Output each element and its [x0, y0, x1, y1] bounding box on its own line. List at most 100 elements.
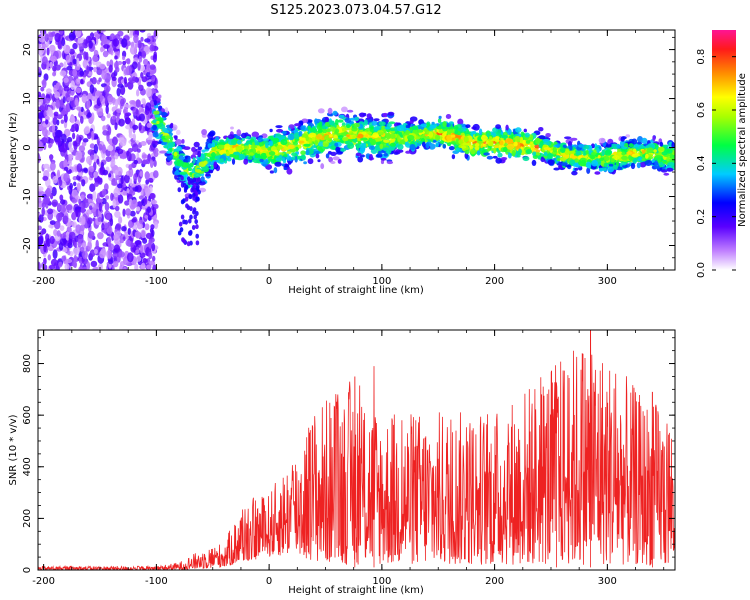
- heatmap-cell: [357, 156, 364, 163]
- heatmap-cell: [140, 141, 147, 146]
- heatmap-cell: [493, 146, 497, 154]
- heatmap-cell: [598, 167, 604, 172]
- heatmap-cell: [83, 126, 91, 135]
- heatmap-cell: [535, 152, 541, 156]
- heatmap-cell: [98, 77, 102, 82]
- snr-y-tick-label: 800: [22, 354, 33, 373]
- heatmap-cell: [375, 144, 381, 151]
- heatmap-cell: [153, 170, 159, 179]
- heatmap-cell: [80, 79, 84, 85]
- heatmap-cell: [75, 224, 82, 234]
- colorbar-tick-label: 0.6: [696, 102, 707, 118]
- heatmap-cell: [575, 150, 582, 156]
- heatmap-cell: [605, 144, 612, 148]
- heatmap-cell: [636, 162, 641, 169]
- heatmap-cell: [72, 176, 78, 181]
- heatmap-cell: [126, 66, 129, 76]
- heatmap-cell: [186, 241, 191, 247]
- heatmap-cell: [139, 245, 144, 254]
- heatmap-cell: [43, 196, 51, 205]
- heatmap-cell: [145, 187, 151, 197]
- colorbar-tick-label: 0.2: [696, 209, 707, 225]
- heatmap-cell: [152, 131, 159, 138]
- heatmap-cell: [59, 30, 64, 35]
- heatmap-cell: [283, 154, 288, 158]
- heatmap-cell: [238, 154, 246, 160]
- heatmap-cell: [192, 157, 196, 164]
- heatmap-cell: [371, 139, 376, 145]
- heatmap-cell: [409, 144, 416, 151]
- heatmap-cell: [132, 61, 138, 70]
- heatmap-cell: [57, 39, 62, 50]
- heatmap-cell: [659, 141, 664, 147]
- heatmap-cell: [197, 177, 201, 183]
- heatmap-cell: [96, 158, 100, 165]
- heatmap-cell: [86, 217, 93, 225]
- heatmap-cell: [495, 157, 503, 164]
- heatmap-cell: [230, 126, 234, 130]
- heatmap-cell: [236, 129, 242, 137]
- heatmap-cell: [131, 218, 137, 223]
- heatmap-cell: [72, 132, 76, 140]
- heatmap-cell: [458, 139, 464, 145]
- heatmap-cell: [455, 147, 460, 152]
- heatmap-cell: [87, 149, 95, 156]
- heatmap-cell: [191, 146, 196, 153]
- heatmap-cell: [260, 152, 268, 160]
- heatmap-cell: [145, 87, 152, 97]
- heatmap-cell: [167, 142, 174, 148]
- heatmap-cell: [67, 242, 73, 249]
- heatmap-cell: [176, 129, 181, 135]
- heatmap-cell: [50, 55, 57, 63]
- heatmap-cell: [662, 144, 669, 148]
- heatmap-cell: [318, 121, 323, 128]
- heatmap-cell: [83, 168, 88, 174]
- heatmap-cell: [42, 127, 48, 137]
- heatmap-cell: [315, 153, 320, 159]
- heatmap-cell: [97, 216, 102, 222]
- heatmap-cell: [442, 144, 446, 149]
- heatmap-cell: [157, 94, 162, 99]
- heatmap-cell: [82, 250, 88, 260]
- heatmap-cell: [382, 112, 389, 118]
- heatmap-cell: [265, 142, 269, 149]
- heatmap-cell: [231, 158, 236, 165]
- heatmap-cell: [107, 236, 112, 246]
- heatmap-cell: [38, 186, 44, 192]
- heatmap-cell: [66, 96, 74, 102]
- heatmap-cell: [545, 133, 551, 138]
- heatmap-cell: [524, 132, 530, 138]
- heatmap-cell: [619, 140, 626, 148]
- heatmap-cell: [455, 138, 460, 145]
- heatmap-cell: [247, 156, 253, 160]
- heatmap-cell: [389, 128, 396, 132]
- heatmap-cell: [108, 64, 113, 73]
- heatmap-cell: [144, 109, 150, 115]
- heatmap-cell: [645, 153, 649, 159]
- heatmap-cell: [235, 135, 240, 139]
- heatmap-cell: [607, 166, 615, 173]
- heatmap-cell: [194, 219, 198, 225]
- heatmap-cell: [620, 136, 625, 142]
- heatmap-cell: [87, 230, 95, 239]
- heatmap-cell: [180, 171, 188, 175]
- heatmap-cell: [474, 143, 480, 148]
- heatmap-cell: [666, 167, 674, 172]
- heatmap-cell: [134, 231, 141, 239]
- heatmap-cell: [48, 108, 53, 118]
- heatmap-cell: [357, 140, 362, 145]
- heatmap-cell: [44, 103, 49, 111]
- heatmap-cell: [644, 160, 653, 166]
- heatmap-cell: [569, 159, 576, 165]
- heatmap-cell: [66, 204, 73, 211]
- heatmap-cell: [318, 141, 325, 147]
- heatmap-cell: [38, 97, 43, 106]
- heatmap-cell: [134, 186, 138, 192]
- heatmap-cell: [115, 231, 122, 237]
- heatmap-cell: [86, 209, 92, 215]
- heatmap-cell: [219, 158, 224, 163]
- heatmap-cell: [369, 154, 373, 161]
- heatmap-cell: [189, 206, 193, 212]
- heatmap-cell: [60, 133, 67, 143]
- heatmap-cell: [48, 224, 54, 229]
